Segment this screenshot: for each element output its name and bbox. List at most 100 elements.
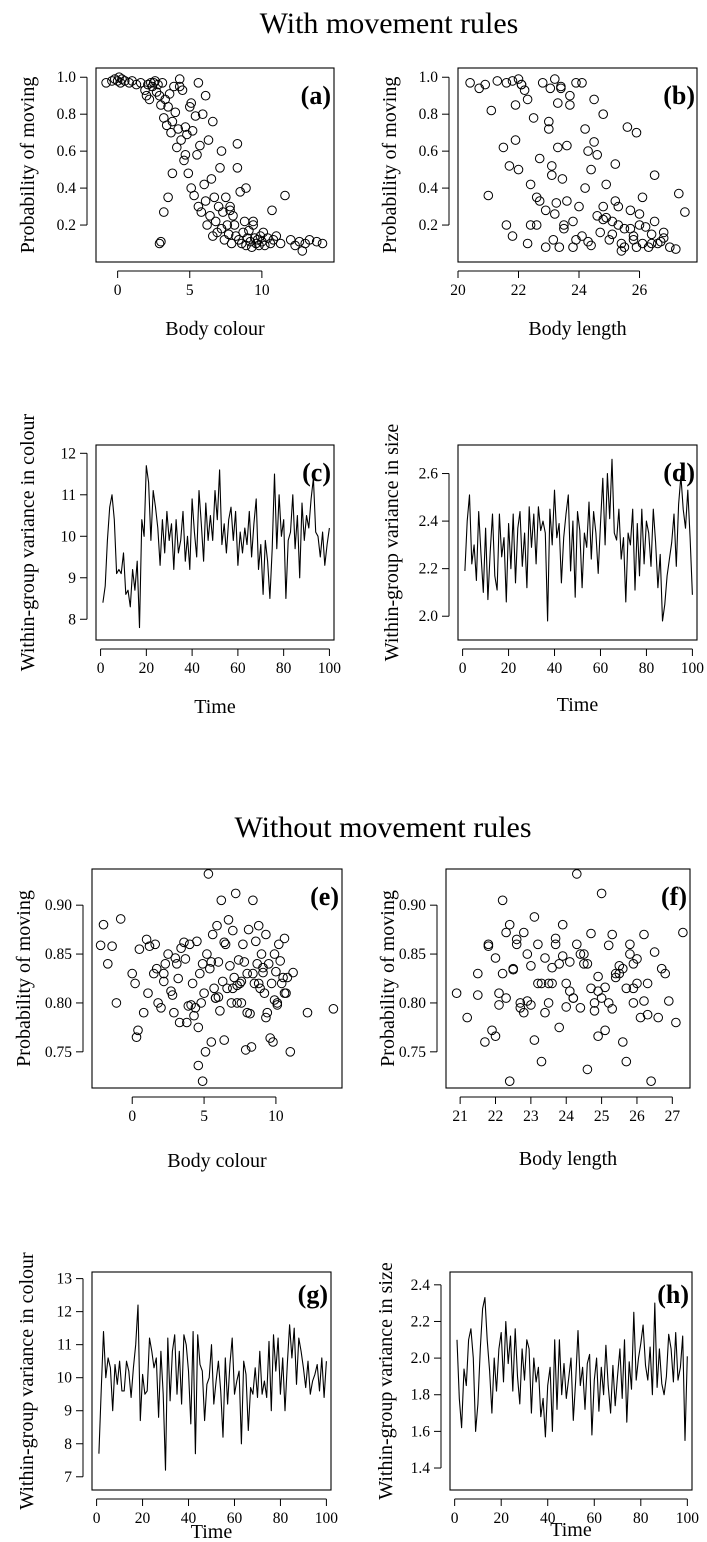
data-point-e <box>248 895 258 906</box>
panel-label-a: (a) <box>301 81 331 110</box>
data-point-a <box>215 163 225 173</box>
data-point-b <box>551 198 562 208</box>
data-point-b <box>610 196 621 206</box>
data-point-a <box>156 236 166 247</box>
data-point-a <box>189 190 199 201</box>
data-point-b <box>568 242 578 252</box>
x-tick-label-f: 22 <box>488 1108 504 1125</box>
data-point-e <box>197 959 208 969</box>
data-point-f <box>561 978 572 989</box>
data-point-b <box>652 238 663 249</box>
data-point-a <box>199 179 209 190</box>
data-point-f <box>519 1007 529 1018</box>
data-point-e <box>103 959 113 969</box>
data-point-a <box>210 216 221 227</box>
series-line-g <box>98 1304 327 1471</box>
y-tick-label-e: 0.75 <box>45 1044 72 1061</box>
data-point-f <box>656 963 667 974</box>
x-tick-label-d: 60 <box>593 660 609 677</box>
x-tick-label-h: 80 <box>633 1510 649 1527</box>
data-point-b <box>580 183 590 193</box>
x-tick-label-d: 80 <box>639 660 655 677</box>
data-point-e <box>149 968 159 979</box>
data-point-f <box>536 1056 547 1067</box>
panel-label-f: (f) <box>661 882 687 911</box>
data-point-b <box>634 220 645 230</box>
plot-frame-g <box>91 1271 332 1491</box>
data-point-e <box>199 988 209 999</box>
x-axis-title-h: Time <box>550 1519 592 1541</box>
data-point-e <box>253 920 264 931</box>
data-point-a <box>176 135 186 145</box>
data-point-b <box>583 236 593 247</box>
data-point-f <box>618 963 628 974</box>
data-point-a <box>187 126 198 136</box>
data-point-a <box>197 109 208 119</box>
data-point-e <box>209 983 219 994</box>
data-point-a <box>131 79 142 90</box>
data-point-f <box>529 1035 540 1045</box>
data-point-e <box>187 978 198 989</box>
y-tick-label-d: 2.2 <box>419 561 438 578</box>
y-tick-label-g: 10 <box>57 1370 73 1387</box>
data-point-e <box>183 1001 194 1011</box>
data-point-a <box>221 192 231 203</box>
panel-label-e: (e) <box>310 882 339 911</box>
data-point-b <box>554 242 565 252</box>
y-axis-title-f: Probability of moving <box>377 890 399 1067</box>
data-point-f <box>607 1004 618 1014</box>
data-point-e <box>144 941 155 952</box>
data-point-e <box>193 1022 204 1033</box>
data-point-e <box>159 976 169 987</box>
data-point-f <box>462 1012 473 1023</box>
x-axis-title-e: Body colour <box>167 1150 267 1172</box>
data-point-e <box>170 953 181 963</box>
y-axis-title-a: Probability of moving <box>17 77 39 254</box>
x-tick-label-g: 0 <box>93 1510 101 1527</box>
data-point-e <box>207 929 218 940</box>
data-point-f <box>451 988 462 999</box>
data-point-e <box>225 961 235 971</box>
data-point-f <box>586 928 596 939</box>
panel-label-g: (g) <box>298 1280 328 1309</box>
data-point-e <box>189 1010 199 1021</box>
data-point-f <box>540 1007 550 1018</box>
data-point-e <box>248 968 258 979</box>
data-point-f <box>579 949 589 959</box>
data-point-f <box>593 971 603 982</box>
data-point-f <box>529 912 540 922</box>
x-axis-title-d: Time <box>557 694 599 716</box>
data-point-e <box>228 925 238 936</box>
data-point-f <box>664 996 674 1006</box>
y-tick-label-a: 0.6 <box>57 143 77 160</box>
data-point-b <box>519 85 530 95</box>
data-point-f <box>589 998 600 1008</box>
data-point-e <box>223 915 234 925</box>
x-tick-label-f: 26 <box>629 1108 645 1125</box>
data-point-b <box>547 161 557 171</box>
data-point-f <box>575 1003 586 1013</box>
data-point-a <box>311 236 322 247</box>
data-point-e <box>160 959 171 969</box>
data-point-f <box>561 1002 572 1012</box>
data-point-e <box>288 967 298 978</box>
x-axis-title-a: Body colour <box>165 318 265 340</box>
data-point-e <box>261 929 271 940</box>
data-point-b <box>498 142 509 153</box>
x-tick-label-b: 24 <box>571 282 587 299</box>
y-axis-title-b: Probability of moving <box>379 77 401 254</box>
data-point-e <box>210 993 221 1003</box>
y-tick-label-f: 0.90 <box>399 897 426 914</box>
data-point-e <box>206 1037 217 1047</box>
data-point-f <box>628 998 639 1008</box>
data-point-b <box>525 220 536 230</box>
data-point-e <box>166 986 176 997</box>
data-point-e <box>151 963 162 974</box>
data-point-b <box>522 238 533 249</box>
data-point-b <box>580 124 590 134</box>
data-point-b <box>544 124 554 134</box>
plot-frame-h <box>449 1271 693 1491</box>
panel-f: 21 22 23 24 25 26 27 0.75 0.80 0.85 0.90 Body lengt… <box>377 868 691 1170</box>
x-tick-label-f: 23 <box>523 1108 539 1125</box>
data-point-e <box>268 1037 278 1047</box>
